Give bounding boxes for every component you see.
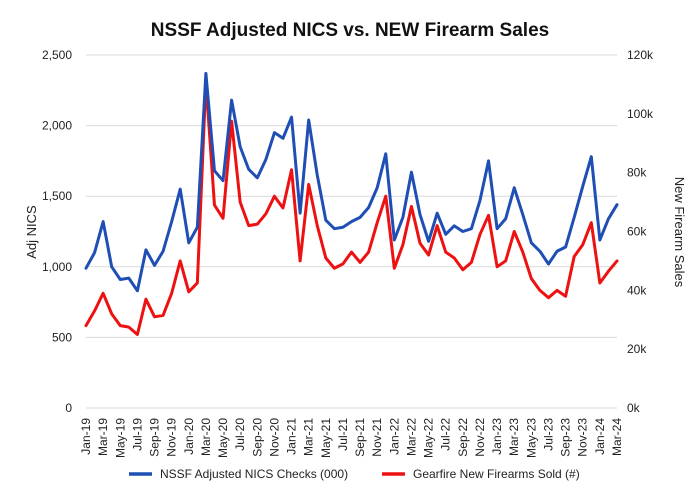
y-tick-label: 2,500 [42,48,72,62]
x-tick-label: Mar-22 [404,418,418,456]
x-tick-label: Jan-21 [285,418,299,455]
y2-tick-label: 20k [627,342,647,356]
x-tick-label: Sep-19 [148,418,162,457]
y-tick-label: 0 [65,401,72,415]
x-tick-label: Nov-20 [267,418,281,457]
x-tick-label: Jan-22 [387,418,401,455]
x-tick-label: Mar-24 [610,418,624,456]
x-tick-label: Jul-22 [439,418,453,451]
y2-tick-label: 120k [627,48,654,62]
right-axis-ticks: 0k 20k 40k 60k 80k 100k 120k [627,48,654,415]
x-tick-label: May-20 [216,418,230,458]
y-tick-label: 1,000 [42,260,72,274]
x-tick-label: Nov-19 [165,418,179,457]
x-axis-ticks: Jan-19 Mar-19 May-19 Jul-19 Sep-19 Nov-19 Jan-… [79,418,624,458]
series-line-gearfire [84,79,619,336]
y2-tick-label: 100k [627,107,654,121]
x-tick-label: Jan-23 [490,418,504,455]
x-tick-label: Jan-24 [593,418,607,455]
legend-label-nics: NSSF Adjusted NICS Checks (000) [160,467,348,481]
x-tick-label: May-21 [319,418,333,458]
x-tick-label: Jul-19 [130,418,144,451]
x-tick-label: Jan-19 [79,418,93,455]
grid-lines [86,54,617,409]
y-tick-label: 500 [52,330,72,344]
x-tick-label: May-22 [422,418,436,458]
x-tick-label: Jul-21 [336,418,350,451]
x-tick-label: May-19 [113,418,127,458]
x-tick-label: Sep-22 [456,418,470,457]
left-axis-ticks: 0 500 1,000 1,500 2,000 2,500 [42,48,72,415]
y2-tick-label: 40k [627,283,647,297]
x-tick-label: Jan-20 [182,418,196,455]
y-axis-title: Adj NICS [24,205,39,259]
x-tick-label: Sep-20 [250,418,264,457]
y2-tick-label: 0k [627,401,641,415]
x-tick-label: Nov-21 [370,418,384,457]
x-tick-label: Sep-21 [353,418,367,457]
x-tick-label: Jul-20 [233,418,247,451]
x-tick-label: Sep-23 [559,418,573,457]
x-tick-label: Jul-23 [541,418,555,451]
series-line-nics [84,71,619,293]
y-tick-label: 1,500 [42,189,72,203]
x-tick-label: Nov-23 [576,418,590,457]
x-tick-label: Mar-19 [96,418,110,456]
y-tick-label: 2,000 [42,119,72,133]
x-tick-label: Nov-22 [473,418,487,457]
y2-tick-label: 60k [627,225,647,239]
x-tick-label: Mar-21 [302,418,316,456]
series-layer [84,71,619,336]
y2-tick-label: 80k [627,166,647,180]
x-tick-label: Mar-20 [199,418,213,456]
y2-axis-title: New Firearm Sales [672,177,687,288]
legend-label-gearfire: Gearfire New Firearms Sold (#) [413,467,580,481]
legend: NSSF Adjusted NICS Checks (000) Gearfire… [129,467,580,481]
chart-title: NSSF Adjusted NICS vs. NEW Firearm Sales [151,20,549,41]
x-tick-label: Mar-23 [507,418,521,456]
x-tick-label: May-23 [524,418,538,458]
